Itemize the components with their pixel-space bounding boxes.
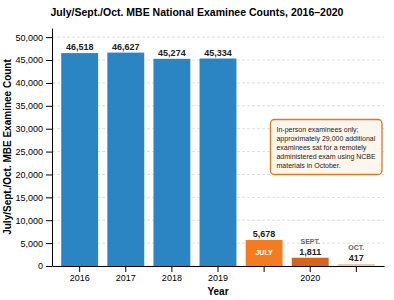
y-tick-mark (46, 129, 52, 130)
bar-label: SEPT. (300, 238, 320, 245)
y-tick-label: 40,000 (15, 78, 43, 88)
x-tick-mark (356, 266, 357, 272)
y-tick-label: 10,000 (15, 216, 43, 226)
x-tick (264, 266, 265, 272)
y-tick-label: 35,000 (15, 101, 43, 111)
bar-label: JULY (255, 249, 273, 256)
bar-labels: JULY SEPT. OCT. (255, 238, 364, 256)
y-tick-mark (46, 220, 52, 221)
data-label: 45,334 (204, 48, 232, 58)
data-label: 417 (349, 253, 364, 263)
x-tick-mark (79, 266, 80, 272)
grid (52, 37, 384, 266)
x-tick-label: 2020 (300, 273, 320, 283)
y-tick: 15,000 (15, 193, 52, 203)
x-tick-label: 2018 (162, 273, 182, 283)
y-tick-mark (46, 174, 52, 175)
y-tick: 10,000 (15, 216, 52, 226)
x-tick (356, 266, 357, 272)
x-tick-mark (171, 266, 172, 272)
x-tick-mark (264, 266, 265, 272)
bar (153, 59, 190, 266)
y-tick-mark (46, 243, 52, 244)
y-tick: 25,000 (15, 147, 52, 157)
bar (61, 53, 98, 266)
x-tick: 2020 (300, 266, 320, 283)
annotation-text: In-person examinees only;approximately 2… (276, 126, 376, 169)
annotation-box (270, 120, 382, 175)
y-tick-mark (46, 197, 52, 198)
y-tick: 45,000 (15, 55, 52, 65)
data-label: 46,627 (112, 42, 140, 52)
y-tick-label: 45,000 (15, 55, 43, 65)
x-tick-label: 2019 (208, 273, 228, 283)
annotation: In-person examinees only;approximately 2… (270, 120, 382, 175)
y-tick: 35,000 (15, 101, 52, 111)
y-tick: 20,000 (15, 170, 52, 180)
y-tick: 0 (38, 261, 52, 271)
y-tick-label: 5,000 (20, 238, 43, 248)
data-label: 5,678 (253, 229, 276, 239)
y-tick-label: 0 (38, 261, 43, 271)
y-tick: 50,000 (15, 33, 52, 43)
data-label: 45,274 (158, 48, 186, 58)
chart: 0 5,000 10,000 15,000 20,000 25,000 30,000 35,0… (0, 0, 394, 300)
y-tick-label: 30,000 (15, 124, 43, 134)
x-tick-mark (218, 266, 219, 272)
y-tick-mark (46, 106, 52, 107)
x-tick: 2019 (208, 266, 228, 283)
bar (107, 53, 144, 266)
x-tick-mark (310, 266, 311, 272)
y-tick: 30,000 (15, 124, 52, 134)
y-tick-mark (46, 83, 52, 84)
y-tick-label: 20,000 (15, 170, 43, 180)
x-tick: 2016 (70, 266, 90, 283)
bar (338, 264, 375, 266)
x-tick-label: 2016 (70, 273, 90, 283)
grid-line (52, 37, 384, 38)
x-tick: 2018 (162, 266, 182, 283)
bar (200, 59, 237, 266)
x-tick-mark (125, 266, 126, 272)
y-tick-mark (46, 60, 52, 61)
y-tick-label: 50,000 (15, 33, 43, 43)
bar-label: OCT. (348, 244, 364, 251)
y-tick: 40,000 (15, 78, 52, 88)
y-tick-label: 25,000 (15, 147, 43, 157)
bar (246, 240, 283, 266)
y-axis-title: July/Sept./Oct. MBE Examinee Count (2, 59, 13, 235)
x-tick-label: 2017 (116, 273, 136, 283)
y-axis-line (52, 29, 53, 267)
y-tick: 5,000 (20, 238, 52, 248)
data-label: 46,518 (66, 42, 94, 52)
x-axis: 2016 2017 2018 2019 2020 (53, 266, 385, 283)
bar (292, 258, 329, 266)
y-tick-mark (46, 266, 52, 267)
data-label: 1,811 (299, 247, 321, 257)
y-tick-mark (46, 152, 52, 153)
y-axis: 0 5,000 10,000 15,000 20,000 25,000 30,000 35,0… (15, 29, 52, 272)
x-tick: 2017 (116, 266, 136, 283)
title: July/Sept./Oct. MBE National Examinee Co… (51, 6, 344, 18)
y-tick-label: 15,000 (15, 193, 43, 203)
y-tick-mark (46, 37, 52, 38)
x-axis-title: Year (207, 286, 228, 297)
